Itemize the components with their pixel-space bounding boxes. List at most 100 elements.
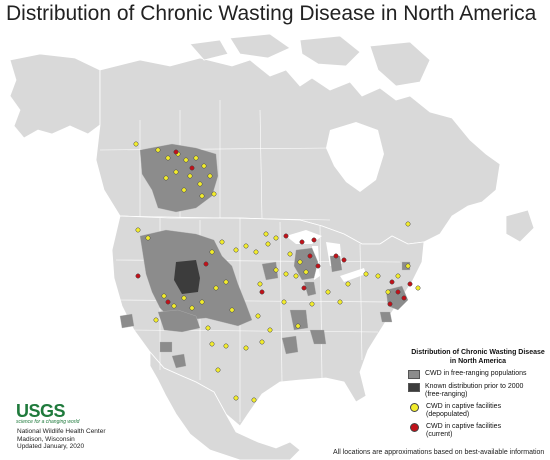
legend-swatch-pre2000 [408, 383, 420, 392]
depopulated-point [295, 323, 301, 329]
current-point [135, 273, 141, 279]
depopulated-point [257, 281, 263, 287]
current-point [203, 261, 209, 267]
depopulated-point [287, 251, 293, 257]
legend-label-pre2000: Known distribution prior to 2000 (free-ra… [425, 383, 524, 398]
depopulated-point [163, 175, 169, 181]
depopulated-point [243, 345, 249, 351]
depopulated-point [197, 181, 203, 187]
depopulated-point [233, 395, 239, 401]
depopulated-point [363, 271, 369, 277]
depopulated-point [405, 221, 411, 227]
legend-item-pre2000: Known distribution prior to 2000 (free-ra… [408, 383, 548, 399]
depopulated-point [213, 285, 219, 291]
credit: National Wildlife Health Center Madison,… [17, 428, 106, 451]
current-points [135, 149, 413, 307]
depopulated-point [385, 289, 391, 295]
arctic-island-4 [189, 39, 229, 61]
free-ranging-illinois [303, 281, 317, 297]
free-ranging-arkansas [281, 335, 299, 355]
depopulated-point [205, 325, 211, 331]
disclaimer-note: All locations are approximations based o… [333, 449, 545, 456]
depopulated-point [273, 267, 279, 273]
current-point [401, 295, 407, 301]
current-point [165, 299, 171, 305]
legend-swatch-free-ranging [408, 370, 420, 379]
depopulated-point [181, 187, 187, 193]
legend-label-current: CWD in captive facilities (current) [426, 423, 502, 438]
legend-dot-current [410, 423, 419, 432]
current-point [395, 289, 401, 295]
arctic-island-2 [299, 35, 361, 67]
depopulated-point [211, 191, 217, 197]
depopulated-point [199, 299, 205, 305]
current-point [333, 253, 339, 259]
current-point [407, 281, 413, 287]
credit-line1: National Wildlife Health Center [17, 428, 106, 435]
free-ranging-newmex [159, 341, 173, 353]
depopulated-point [243, 243, 249, 249]
legend-title: Distribution of Chronic Wasting Disease … [408, 348, 548, 366]
depopulated-point [219, 239, 225, 245]
depopulated-point [297, 259, 303, 265]
depopulated-point [267, 327, 273, 333]
free-ranging-virginia [379, 311, 393, 323]
current-point [387, 301, 393, 307]
depopulated-point [199, 193, 205, 199]
current-point [341, 257, 347, 263]
arctic-island-3 [369, 41, 431, 87]
depopulated-point [155, 147, 161, 153]
depopulated-point [165, 155, 171, 161]
depopulated-point [325, 289, 331, 295]
newfoundland [505, 209, 535, 243]
current-point [301, 285, 307, 291]
usgs-logo: USGS science for a changing world [16, 402, 79, 425]
depopulated-point [193, 155, 199, 161]
depopulated-point [181, 295, 187, 301]
depopulated-point [183, 157, 189, 163]
depopulated-point [173, 169, 179, 175]
free-ranging-utah [119, 313, 135, 329]
current-point [311, 237, 317, 243]
pre2000-colorado-wyoming [174, 260, 200, 294]
depopulated-point [337, 299, 343, 305]
land [9, 33, 535, 460]
free-ranging-alberta-sask [139, 143, 219, 213]
depopulated-point [161, 293, 167, 299]
depopulated-point [415, 285, 421, 291]
depopulated-point [375, 273, 381, 279]
depopulated-point [233, 247, 239, 253]
depopulated-point [259, 339, 265, 345]
legend-item-current: CWD in captive facilities (current) [408, 423, 548, 439]
current-point [389, 279, 395, 285]
usgs-logo-tagline: science for a changing world [16, 419, 80, 425]
mexico [149, 350, 301, 460]
current-point [173, 149, 179, 155]
free-ranging-missouri [289, 309, 309, 331]
depopulated-point [215, 367, 221, 373]
depopulated-point [405, 263, 411, 269]
current-point [315, 263, 321, 269]
usgs-logo-text: USGS [16, 401, 66, 421]
current-point [307, 253, 313, 259]
credit-line2: Madison, Wisconsin [17, 435, 75, 443]
depopulated-point [395, 273, 401, 279]
depopulated-point [135, 227, 141, 233]
depopulated-point [207, 173, 213, 179]
legend-title-line2: in North America [449, 358, 507, 365]
depopulated-point [255, 313, 261, 319]
legend-label-depopulated: CWD in captive facilities (depopulated) [426, 403, 502, 418]
depopulated-point [187, 173, 193, 179]
legend-label-free-ranging: CWD in free-ranging populations [425, 370, 527, 377]
hudson-bay [326, 122, 384, 192]
credit-line3: Updated January, 2020 [17, 443, 85, 450]
pre2000-areas [174, 260, 200, 294]
free-ranging-texas [171, 353, 187, 369]
depopulated-point [133, 141, 139, 147]
legend-item-depopulated: CWD in captive facilities (depopulated) [408, 403, 548, 419]
depopulated-point [209, 341, 215, 347]
page-title: Distribution of Chronic Wasting Disease … [6, 2, 537, 25]
depopulated-point [171, 303, 177, 309]
legend-dot-depopulated [410, 403, 419, 412]
depopulated-point [145, 235, 151, 241]
